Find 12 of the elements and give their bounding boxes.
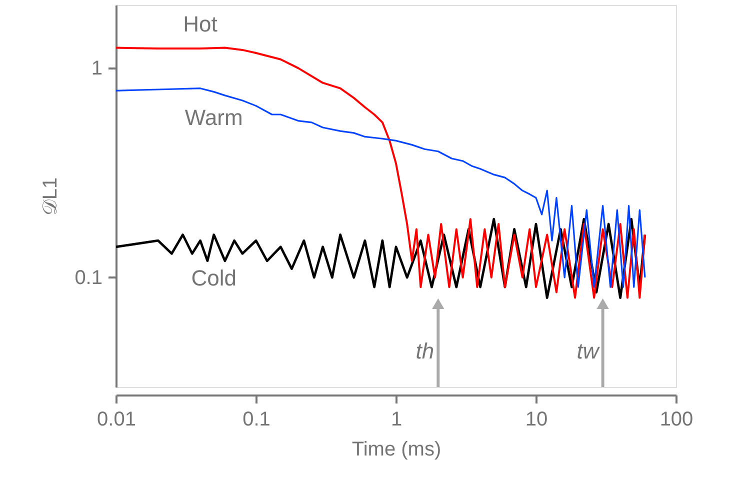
- x-axis-title: Time (ms): [352, 438, 442, 460]
- series-label: Warm: [184, 104, 243, 130]
- x-tick-label: 1: [390, 408, 402, 430]
- annotation: th: [416, 338, 434, 364]
- series-label: Cold: [191, 266, 236, 291]
- x-tick-label: 10: [525, 408, 548, 430]
- x-tick-label: 0.1: [242, 408, 270, 430]
- y-axis-title: 𝒟L1: [40, 177, 62, 216]
- x-tick-label: 0.01: [97, 408, 136, 430]
- annotation: tw: [576, 338, 601, 364]
- x-tick-label: 100: [660, 408, 694, 430]
- series-label: Hot: [183, 11, 218, 36]
